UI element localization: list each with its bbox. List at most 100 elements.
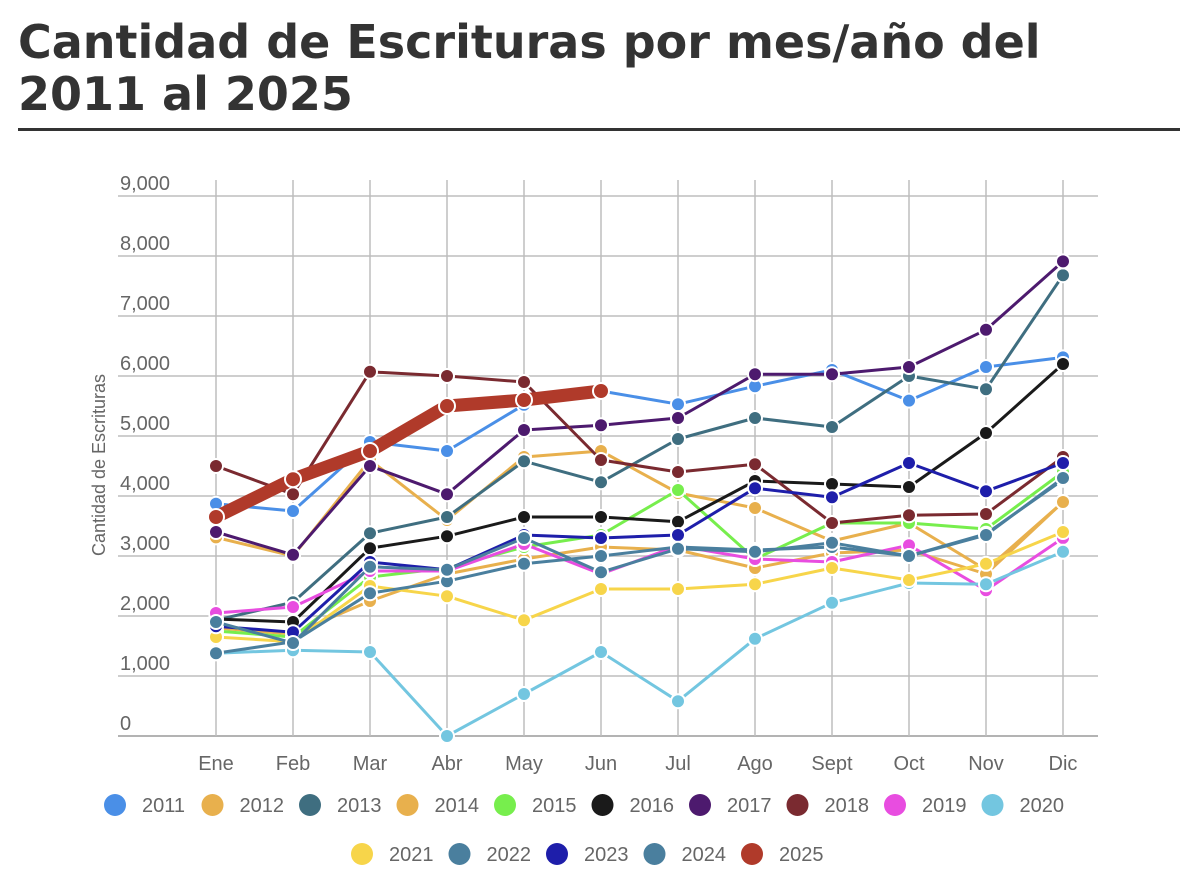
series-line — [214, 370, 1065, 525]
series-line — [214, 476, 1065, 645]
y-tick-label: 3,000 — [120, 533, 170, 555]
legend-item-2016: 2016 — [591, 794, 675, 817]
series-line — [214, 273, 1065, 622]
legend-swatch — [104, 794, 126, 816]
legend-item-2014: 2014 — [396, 794, 479, 817]
series-line — [214, 470, 1065, 639]
data-point — [593, 644, 609, 660]
x-tick-label: Ago — [737, 753, 773, 775]
data-point — [824, 534, 840, 551]
legend-swatch — [981, 794, 1004, 816]
data-point — [978, 506, 994, 522]
data-point — [439, 486, 455, 503]
series-2018 — [208, 363, 1071, 531]
data-point — [592, 382, 610, 400]
legend-item-2024: 2024 — [643, 843, 727, 866]
legend-label: 2017 — [727, 795, 772, 817]
data-point — [670, 540, 686, 557]
series-2015 — [208, 464, 1071, 645]
data-point — [978, 321, 994, 338]
data-point — [978, 576, 994, 593]
data-point — [901, 359, 917, 375]
legend-label: 2024 — [682, 844, 727, 866]
data-point — [670, 464, 686, 480]
data-point — [439, 561, 455, 578]
data-point — [824, 366, 840, 383]
data-point — [516, 453, 532, 470]
series-line — [214, 500, 1065, 636]
series-line — [214, 461, 1065, 634]
data-point — [670, 396, 686, 413]
data-point — [438, 397, 456, 415]
legend-label: 2016 — [630, 795, 675, 817]
series-line — [214, 530, 1065, 644]
data-point — [978, 555, 994, 572]
data-point — [439, 528, 455, 545]
legend-item-2019: 2019 — [884, 794, 967, 817]
data-point — [901, 572, 917, 588]
x-tick-label: Dic — [1049, 753, 1078, 775]
data-point — [824, 419, 840, 435]
series-2013 — [208, 267, 1071, 629]
data-point — [515, 391, 533, 409]
data-point — [593, 509, 609, 525]
legend-item-2020: 2020 — [981, 794, 1064, 817]
legend-swatch — [741, 843, 763, 865]
y-axis-ticks: 0 1,000 2,000 3,000 4,000 5,000 6,000 7,000 8,00… — [120, 173, 170, 735]
legend-item-2015: 2015 — [494, 794, 577, 817]
data-point — [362, 558, 378, 575]
data-point — [439, 443, 455, 459]
legend-label: 2021 — [389, 844, 434, 866]
y-tick-label: 2,000 — [120, 593, 170, 615]
data-point — [747, 456, 763, 473]
legend-item-2025: 2025 — [741, 843, 824, 866]
data-point — [824, 560, 840, 576]
data-point — [362, 458, 378, 474]
data-point — [901, 392, 917, 409]
data-point — [284, 470, 302, 489]
data-point — [978, 381, 994, 398]
legend-label: 2018 — [825, 795, 870, 817]
series-2024 — [208, 470, 1071, 651]
data-point — [901, 455, 917, 471]
data-point — [1055, 494, 1071, 510]
series-line — [214, 362, 1065, 624]
series-lines — [207, 253, 1071, 744]
legend-item-2022: 2022 — [448, 843, 531, 866]
x-tick-label: Oct — [893, 753, 925, 775]
data-point — [208, 458, 224, 474]
y-tick-label: 5,000 — [120, 413, 170, 435]
data-point — [516, 555, 532, 572]
data-point — [670, 693, 686, 710]
data-point — [747, 500, 763, 516]
data-point — [362, 363, 378, 380]
data-point — [747, 543, 763, 560]
data-point — [747, 576, 763, 593]
data-point — [670, 482, 686, 498]
legend-label: 2015 — [532, 795, 577, 817]
data-point — [208, 645, 224, 662]
data-point — [1055, 356, 1071, 372]
legend-item-2023: 2023 — [546, 843, 629, 866]
data-point — [670, 431, 686, 447]
legend-swatch — [884, 794, 906, 816]
series-2021 — [208, 524, 1071, 650]
data-point — [978, 483, 994, 500]
data-point — [1055, 470, 1071, 486]
data-point — [593, 548, 609, 564]
y-tick-label: 8,000 — [120, 233, 170, 255]
data-point — [516, 509, 532, 525]
title-divider — [18, 128, 1180, 131]
data-point — [1055, 543, 1071, 560]
x-tick-label: Nov — [968, 753, 1004, 775]
data-point — [978, 425, 994, 441]
legend-swatch — [448, 843, 471, 865]
series-2017 — [208, 253, 1071, 563]
data-point — [516, 374, 532, 390]
legend-swatch — [396, 794, 419, 816]
legend-item-2017: 2017 — [689, 794, 772, 817]
legend-item-2021: 2021 — [351, 843, 434, 866]
data-point — [978, 527, 994, 543]
x-tick-label: Jun — [585, 753, 617, 775]
data-point — [285, 635, 301, 651]
